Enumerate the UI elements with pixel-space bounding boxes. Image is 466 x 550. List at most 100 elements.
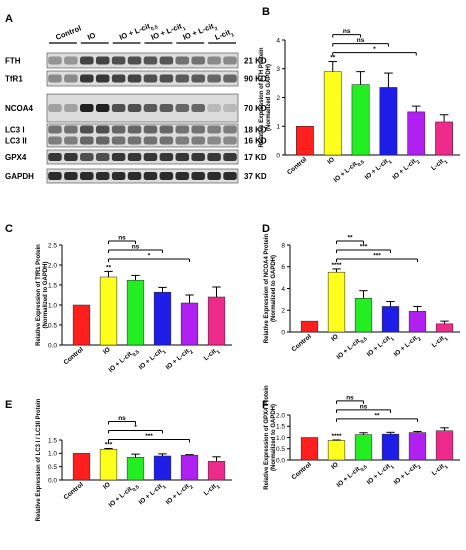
blot-band [159, 153, 174, 161]
blot-band [127, 125, 142, 134]
y-tick-label: 1.0 [48, 302, 57, 309]
comparison-label: ns [360, 403, 368, 410]
blot-band [143, 136, 158, 145]
blot-band [95, 56, 110, 65]
comparison-label: * [373, 46, 376, 53]
blot-band [80, 153, 94, 161]
y-tick-label: 1.5 [276, 424, 285, 431]
blot-band [64, 172, 78, 180]
x-category-label: IO [326, 156, 336, 166]
blot-band-label: FTH [5, 57, 21, 66]
blot-band [111, 172, 126, 180]
blot-band [143, 74, 158, 83]
x-category-label: IO [102, 481, 112, 491]
blot-band-label: NCOA4 [5, 104, 34, 113]
blot-band [223, 74, 237, 83]
blot-band [143, 104, 158, 112]
blot-band [111, 125, 126, 134]
blot-band [64, 136, 78, 145]
bar [180, 302, 199, 346]
comparison-label: ns [346, 394, 354, 401]
bar [296, 126, 314, 156]
bar [379, 87, 398, 156]
blot-band [175, 172, 190, 180]
comparison-label: *** [373, 253, 381, 260]
blot-band [48, 172, 62, 180]
blot-band [159, 56, 174, 65]
blot-band [175, 153, 190, 161]
blot-band [223, 125, 237, 134]
comparison-label: ns [343, 28, 351, 35]
x-category-label: IO + L-cit2 [391, 156, 421, 184]
blot-band [175, 125, 190, 134]
blot-band [159, 125, 174, 134]
blot-band [64, 56, 78, 65]
blot-kd-label: 90 KD [244, 75, 267, 84]
blot-band-label: GAPDH [5, 172, 34, 181]
panel-letter: E [5, 399, 12, 411]
blot-band [143, 125, 158, 134]
y-tick-label: 1.0 [276, 435, 285, 442]
blot-band [48, 136, 62, 145]
blot-band [191, 56, 205, 65]
y-axis-label: Relative Expression of NCOA4 Protein(Nor… [264, 233, 277, 343]
x-category-label: Control [291, 461, 313, 481]
y-tick-label: 0.0 [48, 342, 57, 349]
x-category-label: IO + L-cit1 [366, 461, 396, 489]
y-tick-label: 0.5 [48, 464, 57, 471]
blot-kd-label: 18 KD [244, 126, 267, 135]
bar [99, 449, 118, 481]
blot-band [48, 125, 62, 134]
y-tick-label: 2.0 [276, 412, 285, 419]
comparison-label: ns [118, 415, 126, 422]
blot-band [223, 153, 237, 161]
bar [381, 306, 400, 333]
bar [354, 434, 373, 461]
y-tick-label: 3 [276, 66, 280, 73]
blot-band [191, 153, 205, 161]
comparison-label: * [148, 253, 151, 260]
bar [72, 304, 91, 346]
x-category-label: Control [286, 156, 308, 176]
blot-band [207, 125, 221, 134]
blot-band [80, 172, 94, 180]
x-category-label: IO + L-cit1 [138, 346, 168, 374]
bar [351, 84, 370, 156]
x-category-label: IO + L-cit0.5 [336, 461, 369, 491]
blot-group-label: IO [86, 30, 97, 41]
panel-letter: B [262, 6, 270, 18]
panel-letter: D [262, 223, 270, 235]
x-category-label: L-cit1 [203, 481, 222, 499]
blot-band [95, 172, 110, 180]
blot-group-label: IO + L-cit2 [182, 20, 219, 44]
significance-marker: *** [105, 442, 113, 449]
x-category-label: IO [330, 461, 340, 471]
x-category-label: L-cit1 [431, 333, 450, 351]
blot-band [127, 56, 142, 65]
x-category-label: IO [102, 346, 112, 356]
blot-band [223, 56, 237, 65]
comparison-label: * [134, 424, 137, 431]
bar [323, 71, 342, 156]
y-tick-label: 4 [276, 37, 280, 44]
blot-band [48, 104, 62, 112]
blot-band [159, 136, 174, 145]
blot-band [159, 74, 174, 83]
blot-strip [46, 123, 239, 148]
comparison-label: ns [118, 235, 126, 242]
y-tick-label: 0.0 [276, 457, 285, 464]
x-category-label: IO + L-cit0.5 [108, 481, 141, 511]
blot-band-label: TfR1 [5, 75, 23, 84]
blot-band [207, 104, 221, 112]
blot-band [95, 104, 110, 112]
blot-band [191, 74, 205, 83]
blot-band [95, 125, 110, 134]
y-tick-label: 2 [276, 95, 280, 102]
blot-band [191, 104, 205, 112]
blot-band [111, 56, 126, 65]
y-tick-label: 1.5 [48, 282, 57, 289]
blot-strip [46, 93, 239, 123]
